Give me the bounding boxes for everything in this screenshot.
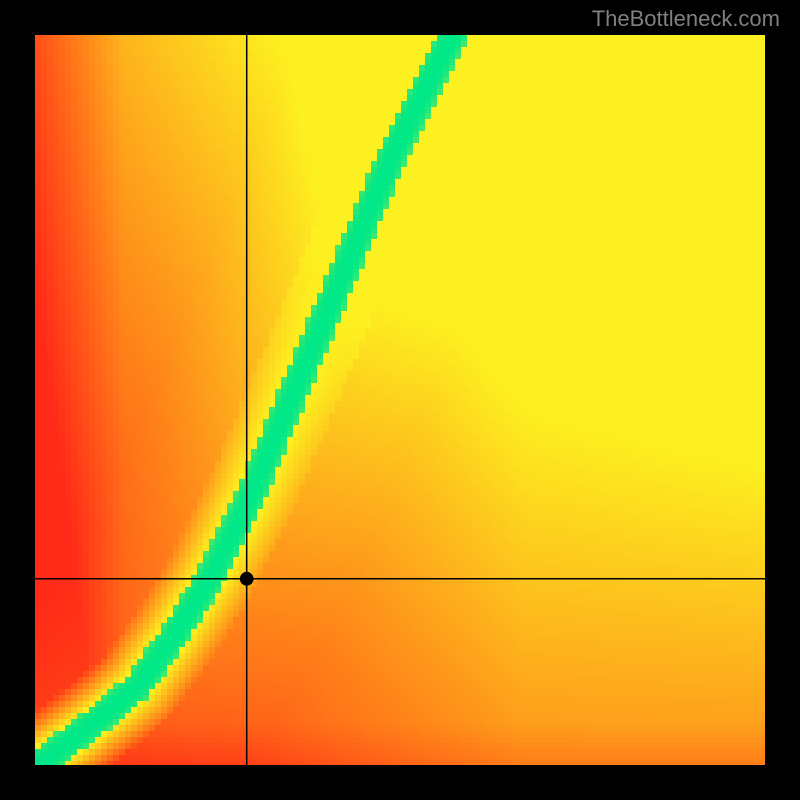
heatmap-canvas [35, 35, 765, 765]
heatmap-plot [35, 35, 765, 765]
watermark-text: TheBottleneck.com [592, 6, 780, 32]
